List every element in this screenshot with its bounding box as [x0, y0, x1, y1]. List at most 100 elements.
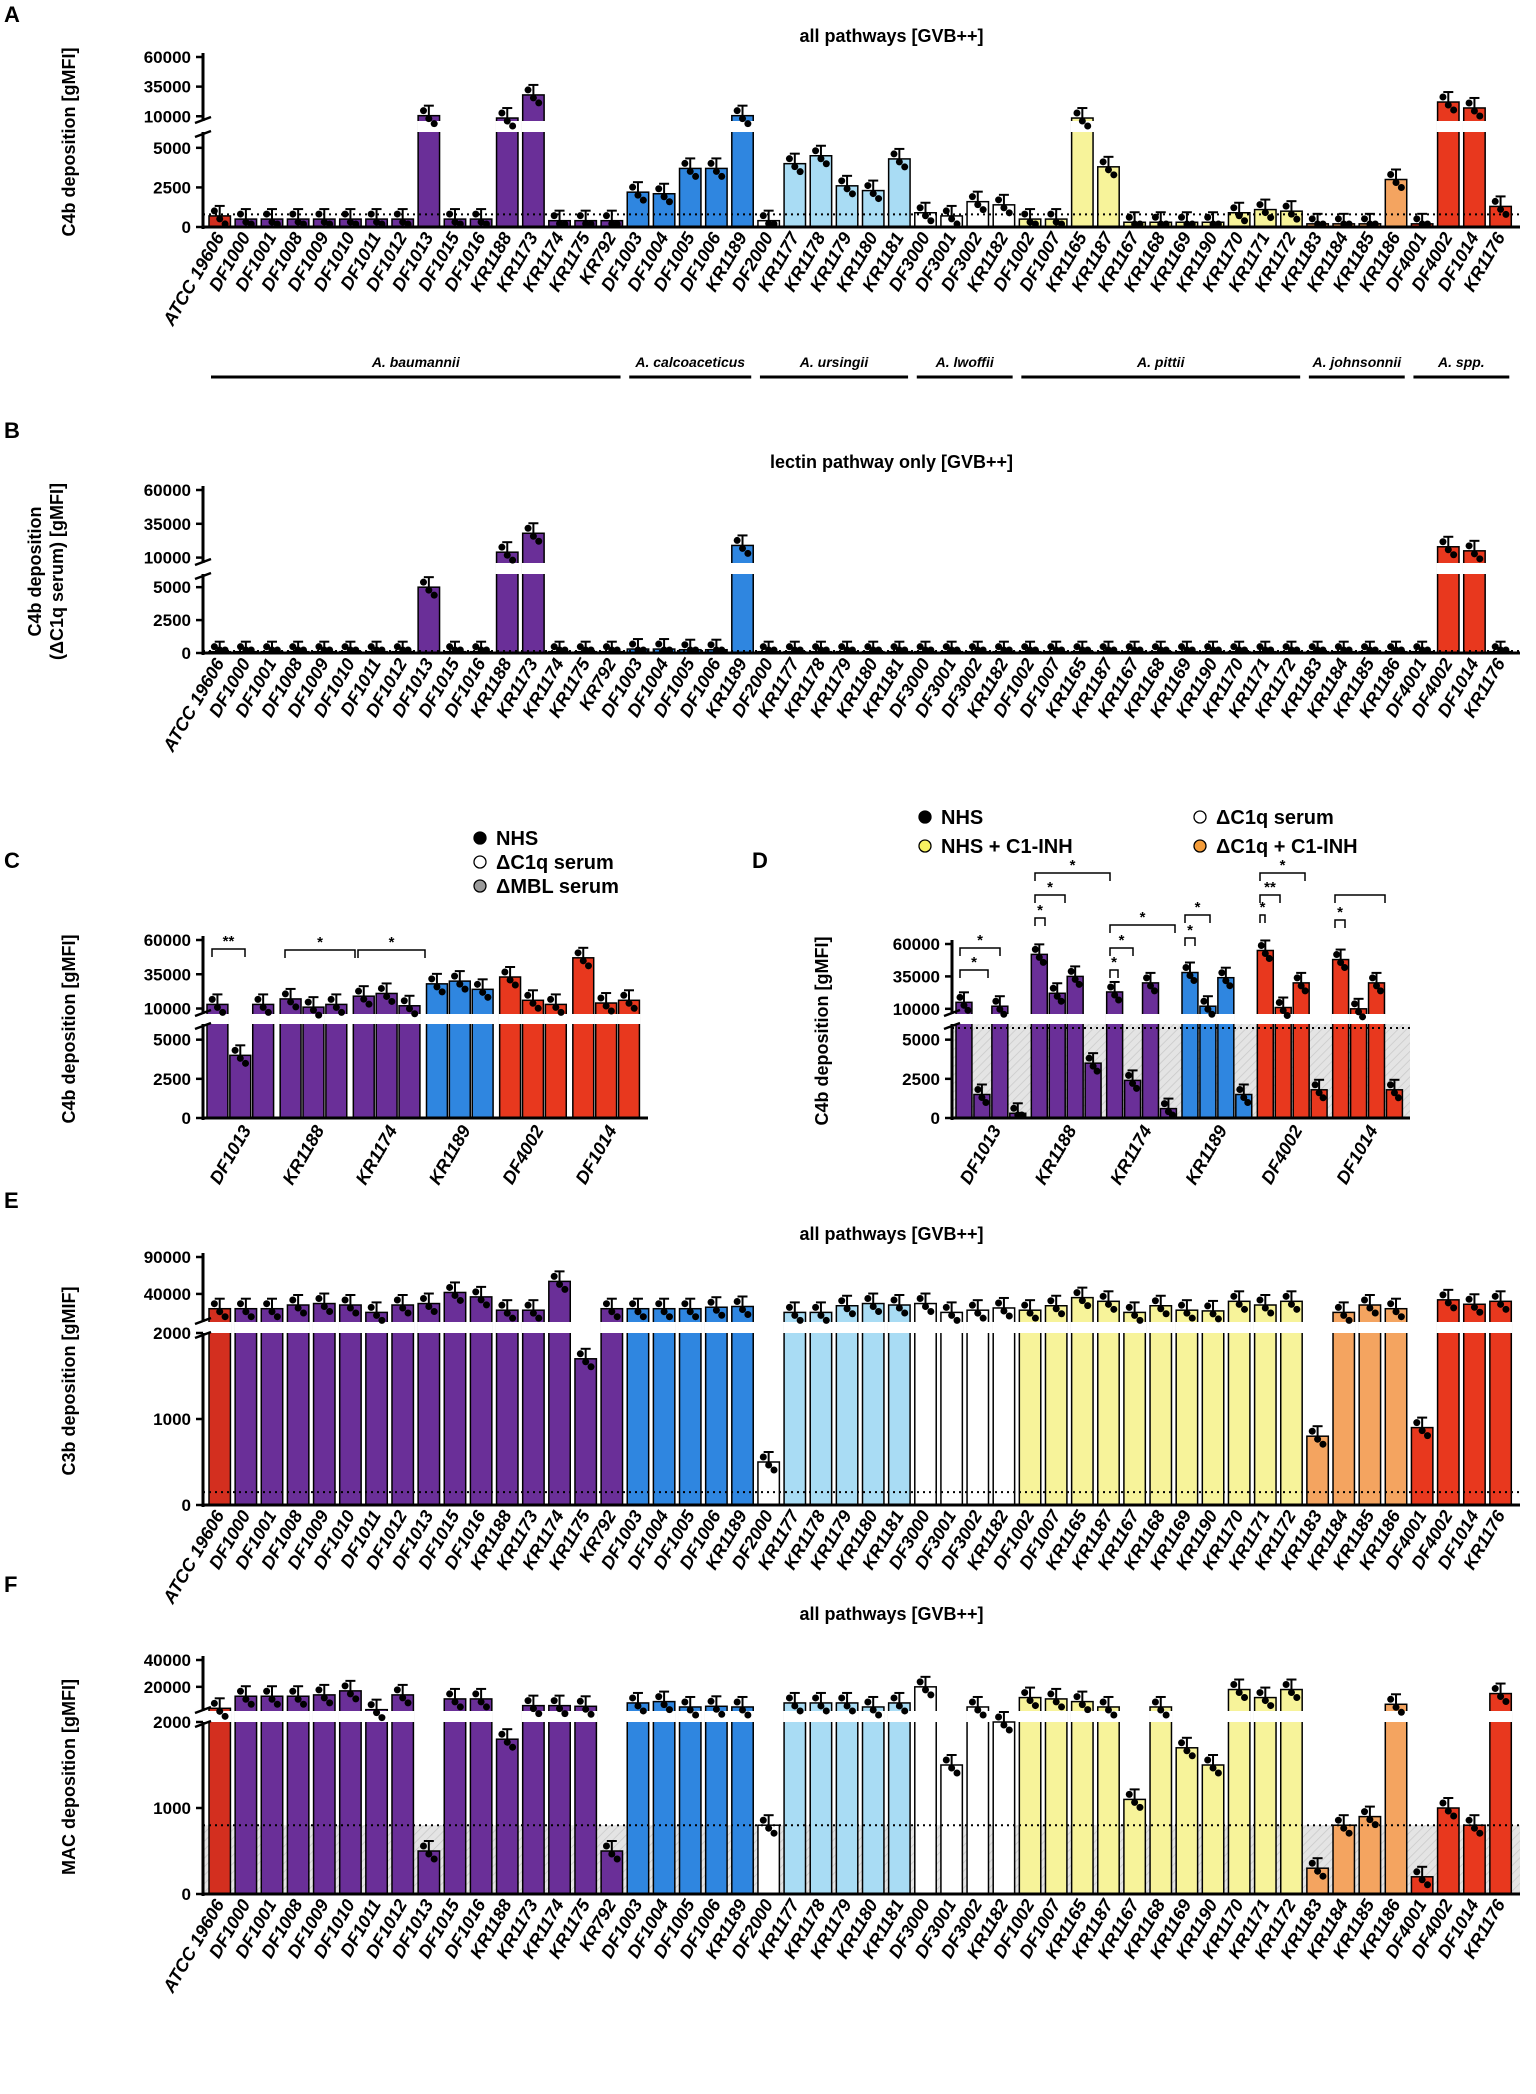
data-point: [953, 1316, 961, 1324]
bar: [521, 1704, 545, 1895]
y-axis-label: C4b deposition [gMFI]: [59, 935, 79, 1124]
data-point: [405, 1005, 413, 1013]
axis-break-mark: [194, 1330, 212, 1340]
data-point: [1026, 218, 1034, 226]
bar-break-gap: [208, 1322, 232, 1333]
data-point: [242, 1308, 250, 1316]
bar: [966, 1309, 990, 1506]
data-point: [419, 107, 427, 115]
data-point: [1470, 550, 1478, 558]
data-point: [1026, 1309, 1034, 1317]
data-point: [1188, 1314, 1196, 1322]
bar-break-gap: [1462, 563, 1487, 574]
data-point: [498, 1730, 506, 1738]
data-point: [1136, 1316, 1144, 1324]
data-point: [1131, 1798, 1139, 1806]
significance-label: *: [1187, 922, 1193, 939]
y-tick-label: 5000: [153, 578, 191, 597]
data-point: [1005, 209, 1013, 217]
bar-break-gap: [1227, 1711, 1251, 1722]
bar: [1030, 953, 1049, 1119]
data-point: [503, 1738, 511, 1746]
data-point: [1282, 1681, 1290, 1689]
data-point: [1021, 643, 1029, 651]
data-point: [974, 201, 982, 209]
data-point: [942, 207, 950, 215]
data-point: [817, 155, 825, 163]
data-point: [1157, 1706, 1165, 1714]
data-point: [692, 1313, 700, 1321]
data-point: [875, 1308, 883, 1316]
data-point: [1052, 1305, 1060, 1313]
bar-break-gap: [861, 1322, 885, 1333]
y-axis-label: (ΔC1q serum) [gMFI]: [47, 483, 67, 660]
data-point: [608, 220, 616, 228]
legend-marker: [1193, 810, 1207, 824]
bar-break-gap: [809, 1322, 833, 1333]
data-point: [1049, 984, 1057, 992]
data-point: [739, 115, 747, 123]
data-point: [1308, 1427, 1316, 1435]
bar: [1149, 1706, 1173, 1895]
data-point: [639, 1313, 647, 1321]
data-point: [843, 1702, 851, 1710]
data-point: [916, 1295, 924, 1303]
data-point: [822, 1316, 830, 1324]
bar: [1436, 546, 1460, 654]
significance-label: *: [1195, 899, 1201, 916]
data-point: [1031, 1314, 1039, 1322]
panel-title: lectin pathway only [GVB++]: [770, 452, 1013, 472]
data-point: [765, 1461, 773, 1469]
bar-break-gap: [398, 1014, 421, 1024]
bar: [365, 1708, 389, 1895]
data-point: [341, 643, 349, 651]
y-tick-label: 1000: [153, 1410, 191, 1429]
data-point: [1075, 980, 1083, 988]
data-point: [430, 120, 438, 128]
data-point: [399, 1304, 407, 1312]
species-group-label: A. pittii: [1136, 354, 1186, 370]
data-point: [236, 643, 244, 651]
data-point: [744, 1711, 752, 1719]
data-point: [1133, 1084, 1141, 1092]
data-point: [524, 524, 532, 532]
data-point: [974, 1706, 982, 1714]
bar: [495, 1309, 519, 1506]
data-point: [1293, 1694, 1301, 1702]
x-tick-label: DF4002: [498, 1122, 547, 1187]
legend-label: ΔC1q + C1-INH: [1216, 836, 1358, 858]
data-point: [1136, 1803, 1144, 1811]
bar: [417, 114, 441, 228]
bar-break-gap: [1216, 1014, 1235, 1024]
bar: [1436, 101, 1460, 228]
data-point: [1497, 205, 1505, 213]
data-point: [1151, 1698, 1159, 1706]
data-point: [1005, 1726, 1013, 1734]
y-axis-label: C4b deposition [gMFI]: [812, 937, 832, 1126]
bar-break-gap: [1044, 1711, 1068, 1722]
data-point: [477, 1698, 485, 1706]
data-point: [1373, 982, 1381, 990]
bar: [1097, 1706, 1120, 1895]
data-point: [1204, 1005, 1212, 1013]
data-point: [1444, 1299, 1452, 1307]
data-point: [299, 1309, 307, 1317]
data-point: [1491, 1292, 1499, 1300]
data-point: [916, 204, 924, 212]
data-point: [848, 1707, 856, 1715]
data-point: [620, 991, 628, 999]
data-point: [383, 992, 391, 1000]
data-point: [1497, 1300, 1505, 1308]
data-point: [289, 210, 297, 218]
data-point: [529, 532, 537, 540]
bar: [521, 532, 545, 654]
bar-break-gap: [495, 121, 519, 132]
data-point: [1413, 215, 1421, 223]
data-point: [1053, 992, 1061, 1000]
significance-label: *: [971, 954, 977, 971]
data-point: [210, 207, 218, 215]
data-point: [1052, 218, 1060, 226]
bar: [417, 1302, 441, 1506]
